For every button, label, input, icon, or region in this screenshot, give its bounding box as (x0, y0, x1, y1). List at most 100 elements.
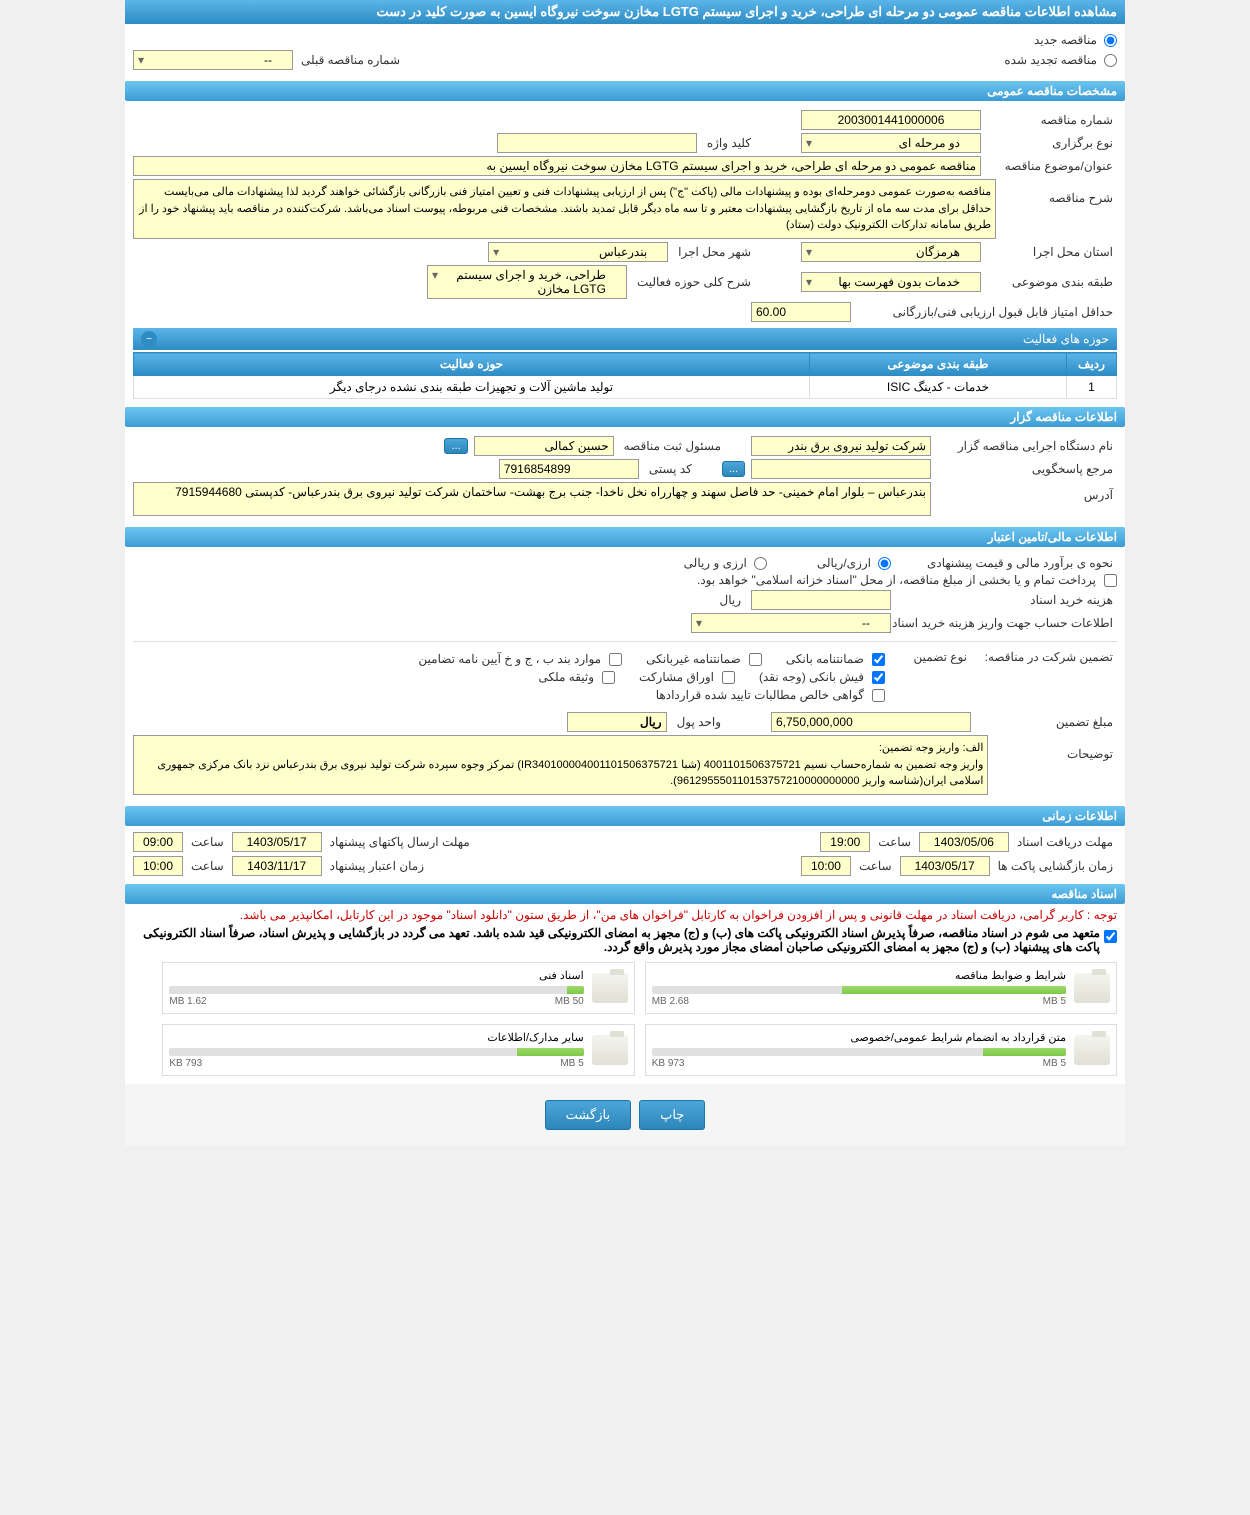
guarantee-nonbank-label: ضمانتنامه غیربانکی (642, 652, 745, 666)
guarantee-bonds-checkbox[interactable] (722, 671, 735, 684)
document-title: اسناد فنی (169, 969, 583, 982)
document-max: 5 MB (1043, 1058, 1066, 1069)
keyword-field[interactable] (497, 133, 697, 153)
tender-number-label: شماره مناقصه (987, 113, 1117, 127)
guarantee-amount-field[interactable]: 6,750,000,000 (771, 712, 971, 732)
doc-cost-unit: ریال (715, 593, 745, 607)
envelope-open-date[interactable]: 1403/05/17 (900, 856, 990, 876)
classification-select[interactable]: خدمات بدون فهرست بها (801, 272, 981, 292)
envelope-send-time[interactable]: 09:00 (133, 832, 183, 852)
activities-table: ردیف طبقه بندی موضوعی حوزه فعالیت 1خدمات… (133, 352, 1117, 399)
city-select[interactable]: بندرعباس (488, 242, 668, 262)
section-organizer-header: اطلاعات مناقصه گزار (125, 407, 1125, 427)
responder-field[interactable] (751, 459, 931, 479)
guarantee-property-checkbox[interactable] (602, 671, 615, 684)
folder-icon (1074, 1035, 1110, 1065)
registrar-details-button[interactable]: ... (444, 438, 467, 454)
tender-type-new-label: مناقصه جدید (1030, 33, 1101, 47)
doc-receipt-time[interactable]: 19:00 (820, 832, 870, 852)
folder-icon (1074, 973, 1110, 1003)
description-field[interactable]: مناقصه به‌صورت عمومی دومرحله‌ای بوده و پ… (133, 179, 996, 239)
estimate-method-label: نحوه ی برآورد مالی و قیمت پیشنهادی (897, 556, 1117, 570)
account-info-select[interactable]: -- (691, 613, 891, 633)
activity-desc-select[interactable]: طراحی، خرید و اجرای سیستم LGTG مخازن (427, 265, 627, 299)
province-label: استان محل اجرا (987, 245, 1117, 259)
opt-foreign-rial-radio[interactable] (878, 557, 891, 570)
activities-collapse-icon[interactable]: − (141, 331, 157, 347)
account-info-label: اطلاعات حساب جهت واریز هزینه خرید اسناد (897, 616, 1117, 630)
document-card[interactable]: شرایط و ضوابط مناقصه 5 MB 2.68 MB (645, 962, 1117, 1014)
document-title: شرایط و ضوابط مناقصه (652, 969, 1066, 982)
col-row: ردیف (1067, 353, 1117, 376)
min-score-label: حداقل امتیاز قابل قبول ارزیابی فنی/بازرگ… (857, 305, 1117, 319)
subject-field[interactable]: مناقصه عمومی دو مرحله ای طراحی، خرید و ا… (133, 156, 981, 176)
doc-receipt-date[interactable]: 1403/05/06 (919, 832, 1009, 852)
description-label: شرح مناقصه (1002, 179, 1117, 205)
notes-field[interactable]: الف: واریز وجه تضمین: واریز وجه تضمین به… (133, 735, 988, 795)
holding-type-select[interactable]: دو مرحله ای (801, 133, 981, 153)
guarantee-articles-checkbox[interactable] (609, 653, 622, 666)
address-label: آدرس (937, 482, 1117, 502)
subject-label: عنوان/موضوع مناقصه (987, 159, 1117, 173)
notes-label: توضیحات (994, 735, 1117, 761)
validity-time-label: ساعت (187, 859, 228, 873)
guarantee-header-label: تضمین شرکت در مناقصه: (977, 650, 1117, 664)
guarantee-claims-label: گواهی خالص مطالبات تایید شده قراردادها (652, 688, 868, 702)
print-button[interactable]: چاپ (639, 1100, 705, 1130)
city-label: شهر محل اجرا (674, 245, 755, 259)
col-classification: طبقه بندی موضوعی (809, 353, 1066, 376)
envelope-send-time-label: ساعت (187, 835, 228, 849)
document-max: 5 MB (1043, 996, 1066, 1007)
folder-icon (592, 1035, 628, 1065)
postal-code-field[interactable]: 7916854899 (499, 459, 639, 479)
tender-type-renewed-label: مناقصه تجدید شده (1000, 53, 1101, 67)
prev-tender-number-select[interactable]: -- (133, 50, 293, 70)
responder-label: مرجع پاسخگویی (937, 462, 1117, 476)
responder-details-button[interactable]: ... (722, 461, 745, 477)
col-activity: حوزه فعالیت (134, 353, 810, 376)
province-select[interactable]: هرمزگان (801, 242, 981, 262)
opt-foreign-and-rial-label: ارزی و ریالی (680, 556, 751, 570)
agency-label: نام دستگاه اجرایی مناقصه گزار (937, 439, 1117, 453)
guarantee-bank-label: ضمانتنامه بانکی (782, 652, 868, 666)
opt-foreign-and-rial-radio[interactable] (754, 557, 767, 570)
tender-number-field: 2003001441000006 (801, 110, 981, 130)
commitment-checkbox[interactable] (1104, 930, 1117, 943)
guarantee-bonds-label: اوراق مشارکت (635, 670, 718, 684)
guarantee-claims-checkbox[interactable] (872, 689, 885, 702)
document-card[interactable]: سایر مدارک/اطلاعات 5 MB793 KB (162, 1024, 634, 1076)
tender-type-renewed-radio[interactable] (1104, 54, 1117, 67)
document-card[interactable]: متن قرارداد به انضمام شرایط عمومی/خصوصی … (645, 1024, 1117, 1076)
treasury-checkbox[interactable] (1104, 574, 1117, 587)
validity-label: زمان اعتبار پیشنهاد (326, 859, 428, 873)
doc-cost-label: هزینه خرید اسناد (897, 593, 1117, 607)
section-timing-header: اطلاعات زمانی (125, 806, 1125, 826)
guarantee-receipt-label: فیش بانکی (وجه نقد) (755, 670, 868, 684)
document-title: متن قرارداد به انضمام شرایط عمومی/خصوصی (652, 1031, 1066, 1044)
classification-label: طبقه بندی موضوعی (987, 275, 1117, 289)
guarantee-nonbank-checkbox[interactable] (749, 653, 762, 666)
documents-notice-black: متعهد می شوم در اسناد مناقصه، صرفاً پذیر… (133, 926, 1100, 954)
guarantee-receipt-checkbox[interactable] (872, 671, 885, 684)
address-field[interactable]: بندرعباس – بلوار امام خمینی- حد فاصل سهن… (133, 482, 931, 516)
section-documents-header: اسناد مناقصه (125, 884, 1125, 904)
postal-code-label: کد پستی (645, 462, 696, 476)
document-size: 2.68 MB (652, 996, 689, 1007)
guarantee-bank-checkbox[interactable] (872, 653, 885, 666)
currency-unit-field: ریال (567, 712, 667, 732)
validity-time[interactable]: 10:00 (133, 856, 183, 876)
envelope-open-time[interactable]: 10:00 (801, 856, 851, 876)
envelope-send-date[interactable]: 1403/05/17 (232, 832, 322, 852)
document-card[interactable]: اسناد فنی 50 MB1.62 MB (162, 962, 634, 1014)
doc-receipt-label: مهلت دریافت اسناد (1013, 835, 1117, 849)
guarantee-property-label: وثیقه ملکی (534, 670, 598, 684)
validity-date[interactable]: 1403/11/17 (232, 856, 322, 876)
holding-type-label: نوع برگزاری (987, 136, 1117, 150)
tender-type-new-radio[interactable] (1104, 34, 1117, 47)
guarantee-articles-label: موارد بند ب ، ج و خ آیین نامه تضامین (414, 652, 605, 666)
doc-cost-field[interactable] (751, 590, 891, 610)
min-score-field[interactable]: 60.00 (751, 302, 851, 322)
document-max: 50 MB (555, 996, 584, 1007)
back-button[interactable]: بازگشت (545, 1100, 631, 1130)
opt-foreign-rial-label: ارزی/ریالی (813, 556, 875, 570)
